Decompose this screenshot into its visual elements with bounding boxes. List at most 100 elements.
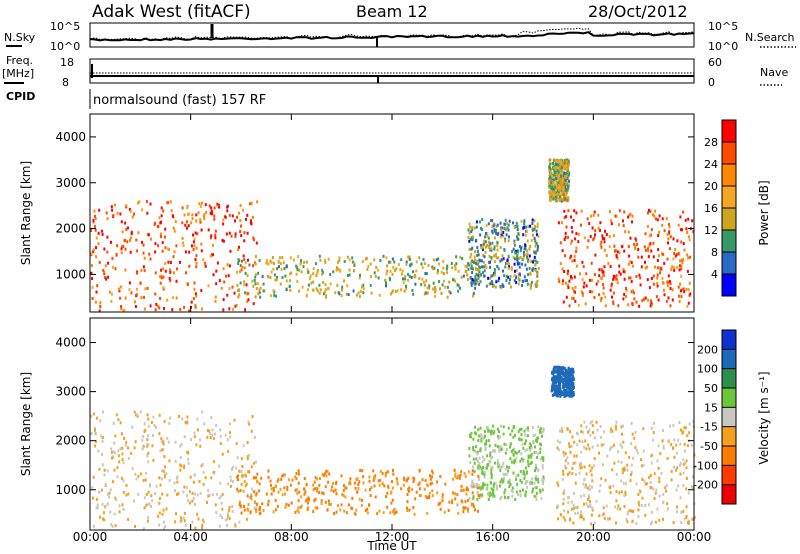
heatmap-cell <box>551 394 554 397</box>
heatmap-cell <box>184 523 187 527</box>
heatmap-cell <box>530 446 533 450</box>
heatmap-cell <box>524 466 527 470</box>
heatmap-cell <box>216 492 219 496</box>
heatmap-cell <box>670 469 673 473</box>
heatmap-cell <box>408 508 411 512</box>
heatmap-cell <box>257 489 260 493</box>
heatmap-cell <box>579 272 581 276</box>
heatmap-cell <box>560 376 563 380</box>
heatmap-cell <box>98 309 101 313</box>
heatmap-cell <box>656 507 659 511</box>
heatmap-cell <box>490 274 493 278</box>
heatmap-cell <box>591 226 594 230</box>
heatmap-cell <box>531 426 534 429</box>
heatmap-cell <box>564 383 567 387</box>
heatmap-cell <box>534 239 537 243</box>
heatmap-cell <box>628 254 631 258</box>
heatmap-cell <box>682 484 685 488</box>
heatmap-cell <box>507 255 510 258</box>
heatmap-cell <box>254 262 257 266</box>
heatmap-cell <box>469 433 471 437</box>
heatmap-cell <box>600 443 603 447</box>
heatmap-cell <box>475 267 478 271</box>
heatmap-cell <box>426 291 429 295</box>
heatmap-cell <box>475 278 478 282</box>
heatmap-cell <box>162 286 165 290</box>
heatmap-cell <box>583 465 586 469</box>
heatmap-cell <box>461 257 464 261</box>
heatmap-cell <box>639 490 642 494</box>
heatmap-cell <box>92 524 95 528</box>
heatmap-cell <box>171 308 174 312</box>
heatmap-cell <box>507 275 510 279</box>
heatmap-cell <box>467 236 470 239</box>
heatmap-cell <box>189 475 192 479</box>
heatmap-cell <box>393 269 396 272</box>
heatmap-cell <box>182 516 185 520</box>
heatmap-cell <box>480 467 483 471</box>
heatmap-cell <box>300 270 303 274</box>
nsearch-label: N.Search <box>745 31 795 44</box>
heatmap-cell <box>609 448 612 452</box>
heatmap-cell <box>443 510 446 514</box>
heatmap-cell <box>637 508 640 512</box>
heatmap-cell <box>195 294 198 298</box>
heatmap-cell <box>635 300 638 304</box>
heatmap-cell <box>99 301 102 305</box>
heatmap-cell <box>458 476 461 480</box>
heatmap-cell <box>405 262 408 266</box>
heatmap-cell <box>372 469 375 473</box>
heatmap-cell <box>687 235 690 239</box>
heatmap-cell <box>604 229 606 233</box>
heatmap-cell <box>507 262 510 266</box>
heatmap-cell <box>146 286 149 290</box>
heatmap-cell <box>115 413 118 417</box>
heatmap-cell <box>585 425 588 429</box>
heatmap-cell <box>630 470 633 474</box>
freq-label: Freq. <box>6 54 33 67</box>
heatmap-cell <box>669 287 672 290</box>
heatmap-cell <box>279 487 282 491</box>
heatmap-cell <box>618 223 620 227</box>
heatmap-cell <box>518 450 521 453</box>
heatmap-cell <box>507 480 510 484</box>
heatmap-cell <box>436 480 439 484</box>
heatmap-cell <box>472 484 475 488</box>
heatmap-cell <box>608 245 611 249</box>
heatmap-cell <box>600 240 603 244</box>
heatmap-cell <box>261 275 264 279</box>
heatmap-cell <box>376 268 379 272</box>
heatmap-cell <box>522 469 525 473</box>
heatmap-cell <box>576 505 579 509</box>
heatmap-cell <box>163 473 166 477</box>
heatmap-cell <box>247 298 250 302</box>
heatmap-cell <box>486 463 489 467</box>
heatmap-cell <box>523 219 526 223</box>
heatmap-cell <box>237 295 240 299</box>
heatmap-cell <box>285 288 288 292</box>
heatmap-cell <box>515 249 518 253</box>
heatmap-cell <box>154 492 156 495</box>
heatmap-cell <box>536 477 539 481</box>
heatmap-cell <box>209 432 212 436</box>
heatmap-cell <box>593 236 596 240</box>
heatmap-cell <box>561 429 564 433</box>
heatmap-cell <box>652 255 655 259</box>
heatmap-cell <box>174 520 177 524</box>
heatmap-cell <box>244 484 247 488</box>
heatmap-cell <box>504 488 507 492</box>
heatmap-cell <box>640 255 643 259</box>
heatmap-cell <box>246 441 249 444</box>
heatmap-cell <box>652 487 655 491</box>
heatmap-cell <box>431 469 434 473</box>
heatmap-cell <box>533 255 536 259</box>
heatmap-cell <box>106 502 109 506</box>
heatmap-cell <box>559 179 562 182</box>
heatmap-cell <box>559 195 561 199</box>
heatmap-cell <box>272 489 275 493</box>
heatmap-cell <box>340 294 343 298</box>
heatmap-cell <box>522 255 525 259</box>
heatmap-cell <box>530 455 533 459</box>
heatmap-cell <box>613 275 616 279</box>
heatmap-cell <box>518 265 521 269</box>
